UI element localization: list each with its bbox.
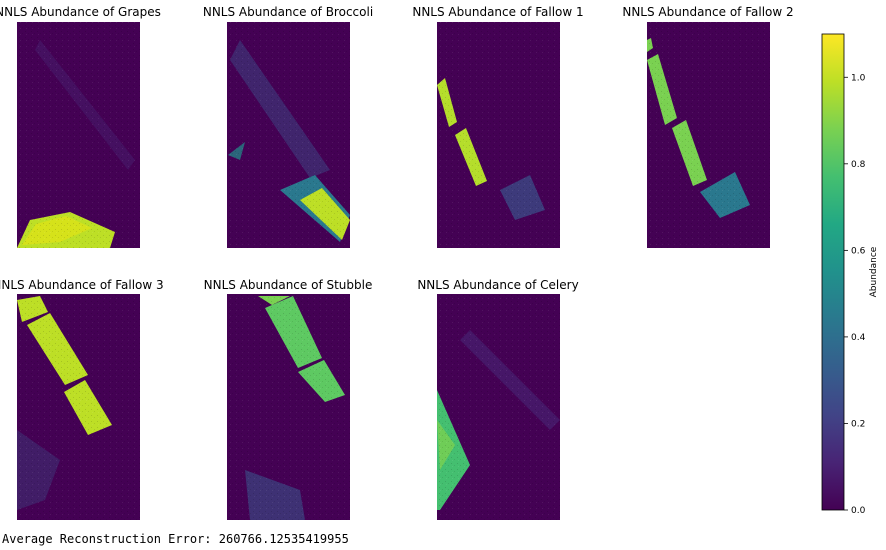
colorbar-label: Abundance xyxy=(869,246,879,297)
colorbar-gradient xyxy=(822,34,844,510)
panel-fallow-1: NNLS Abundance of Fallow 1 xyxy=(412,5,583,248)
colorbar-tick-label: 0.0 xyxy=(851,506,866,516)
error-label: Average Reconstruction Error: xyxy=(2,532,212,546)
panel-broccoli: NNLS Abundance of Broccoli xyxy=(203,5,373,248)
panel-fallow-3: NNLS Abundance of Fallow 3 xyxy=(0,278,164,520)
panel-title: NNLS Abundance of Fallow 1 xyxy=(412,5,583,19)
colorbar-tick-label: 1.0 xyxy=(851,73,866,83)
error-value: 260766.12535419955 xyxy=(219,532,349,546)
panel-title: NNLS Abundance of Fallow 3 xyxy=(0,278,164,292)
panel-title: NNLS Abundance of Broccoli xyxy=(203,5,373,19)
panel-title: NNLS Abundance of Stubble xyxy=(204,278,373,292)
colorbar-tick-label: 0.8 xyxy=(851,160,866,170)
figure: NNLS Abundance of Grapes NNLS Abundance … xyxy=(0,0,886,530)
panel-fallow-2: NNLS Abundance of Fallow 2 xyxy=(622,5,793,248)
panel-celery: NNLS Abundance of Celery xyxy=(417,278,578,520)
panel-title: NNLS Abundance of Celery xyxy=(417,278,578,292)
colorbar: 0.0 0.2 0.4 0.6 0.8 1.0 Abundance xyxy=(822,34,879,516)
colorbar-tick-label: 0.4 xyxy=(851,333,866,343)
panel-stubble: NNLS Abundance of Stubble xyxy=(204,278,373,520)
reconstruction-error-readout: Average Reconstruction Error: 260766.125… xyxy=(2,532,349,546)
panel-grapes: NNLS Abundance of Grapes xyxy=(0,5,161,248)
colorbar-ticks: 0.0 0.2 0.4 0.6 0.8 1.0 xyxy=(844,73,866,516)
colorbar-tick-label: 0.6 xyxy=(851,246,866,256)
panel-title: NNLS Abundance of Fallow 2 xyxy=(622,5,793,19)
colorbar-tick-label: 0.2 xyxy=(851,419,865,429)
panel-title: NNLS Abundance of Grapes xyxy=(0,5,161,19)
